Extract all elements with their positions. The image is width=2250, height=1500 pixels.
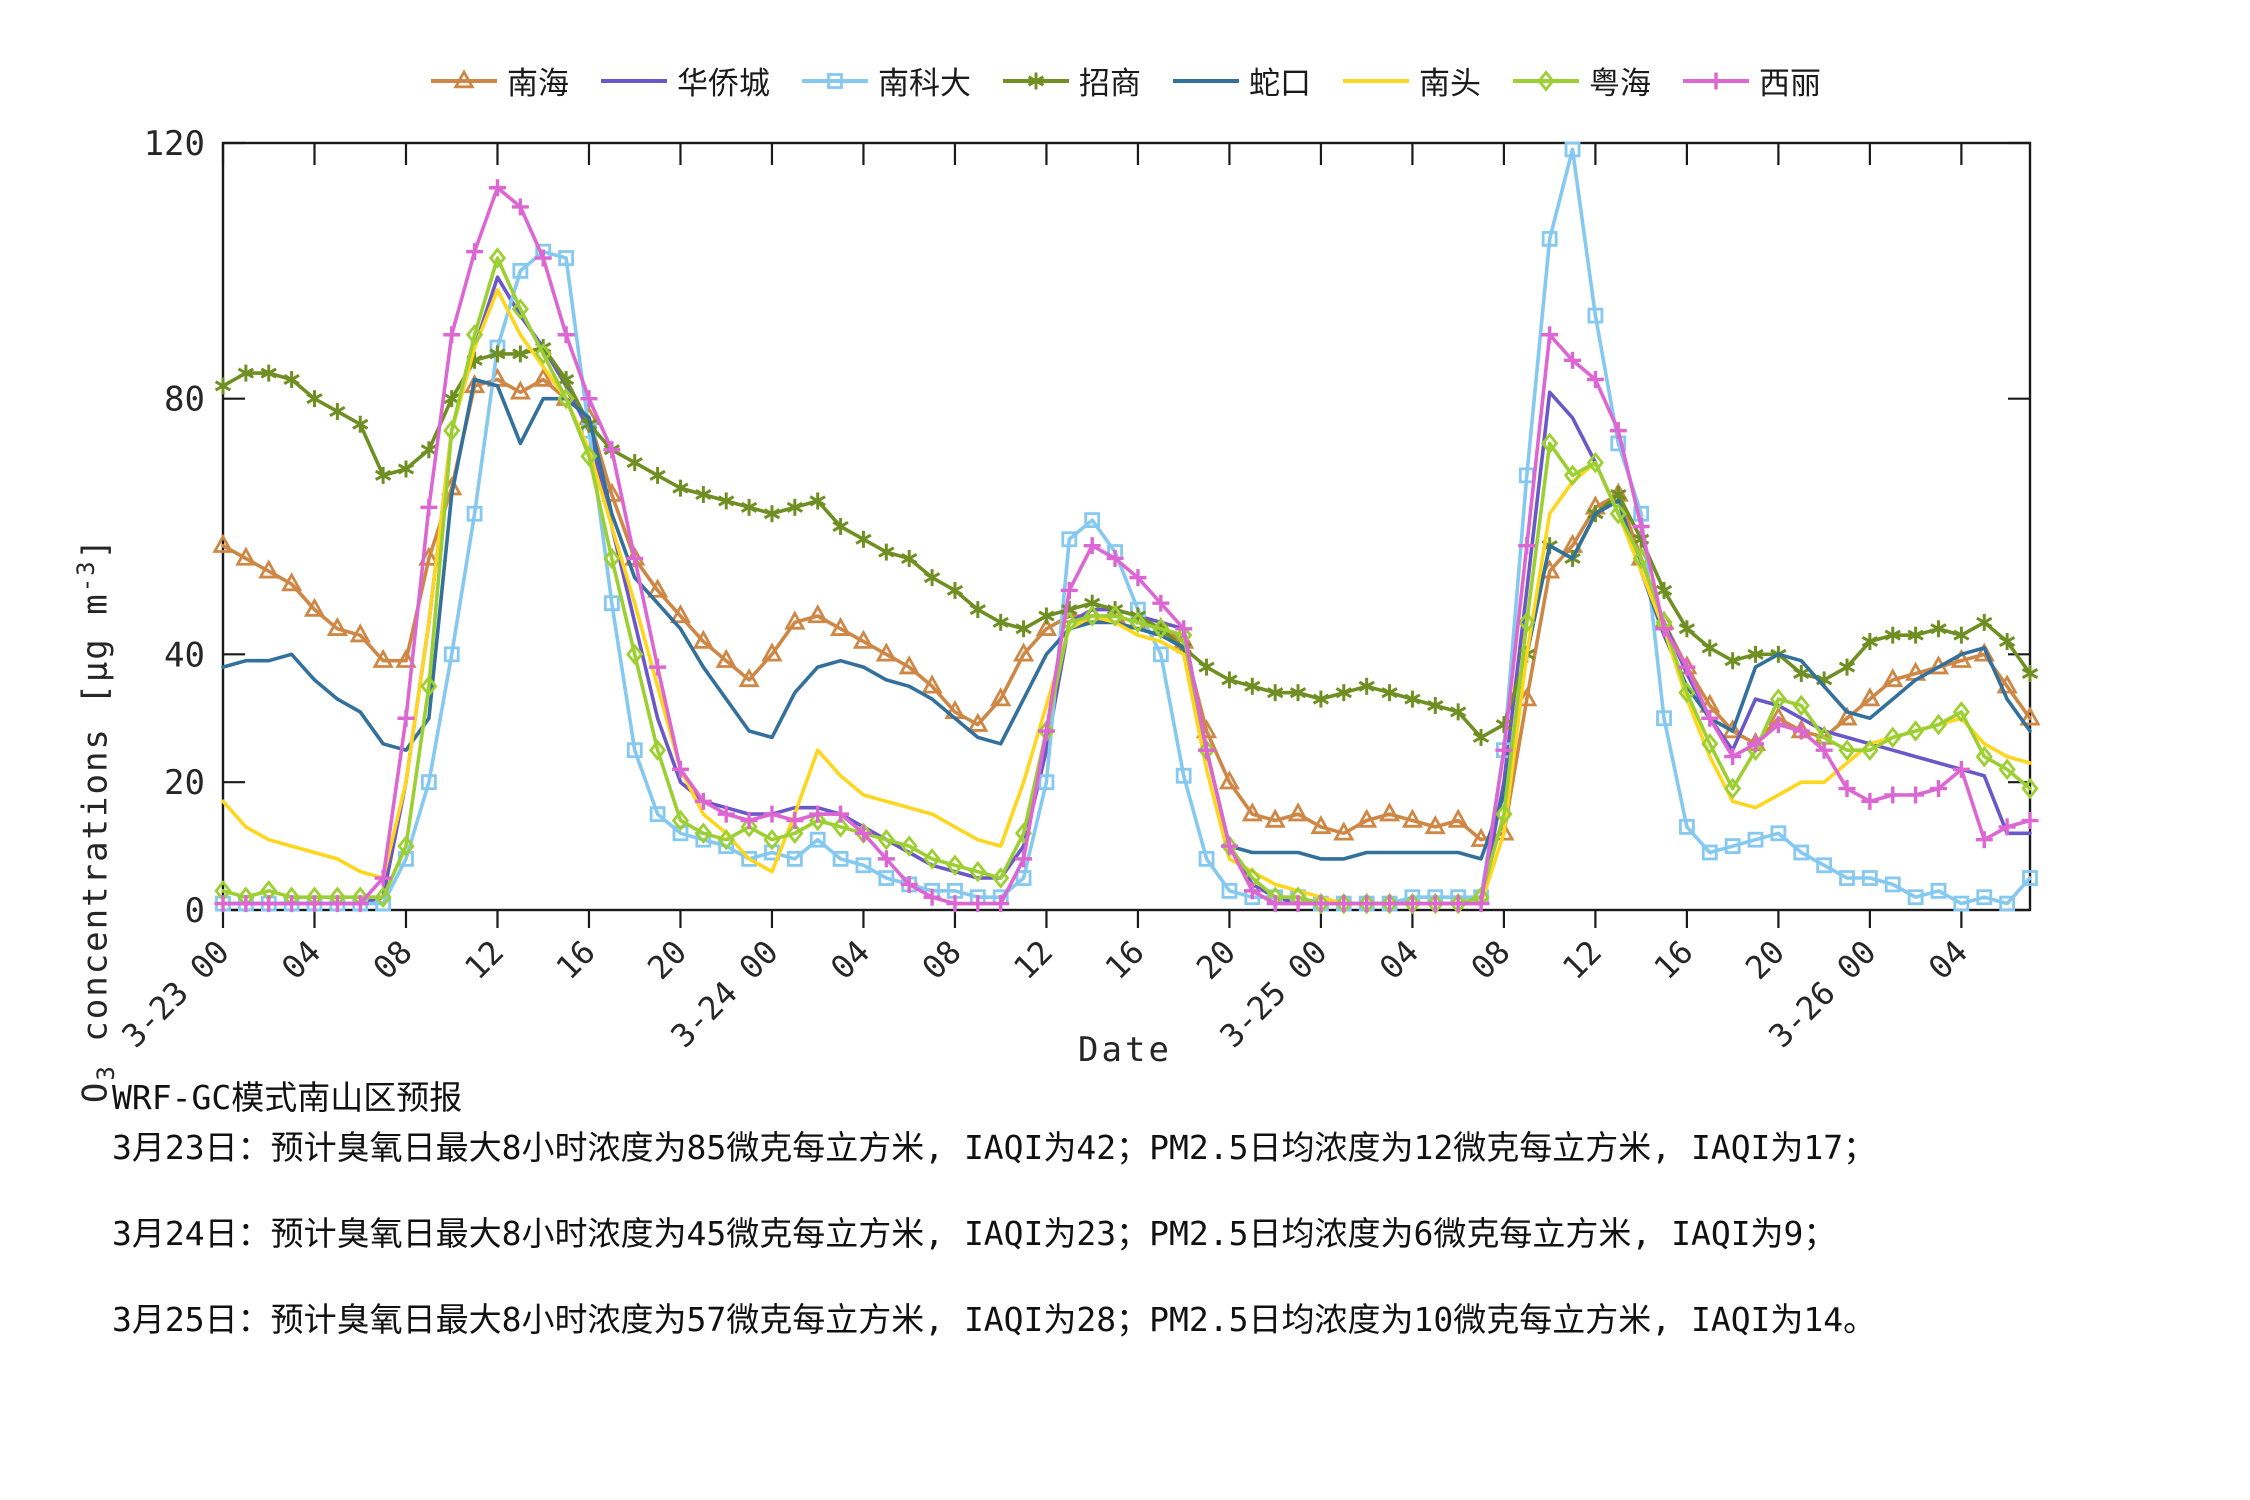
x-tick-label: 12 xyxy=(1006,933,1060,987)
series-西丽 xyxy=(214,179,2039,913)
series-line xyxy=(221,377,2032,842)
x-tick-label: 08 xyxy=(1463,933,1517,987)
series-line xyxy=(221,345,2032,740)
x-tick-label: 16 xyxy=(1097,933,1151,987)
x-tick-label: 04 xyxy=(274,933,328,987)
y-tick-label: 80 xyxy=(164,380,205,420)
x-axis: 3-23 00 04 08 12 16 203-24 00 04 08 12 16 203-25 0… xyxy=(114,143,1975,1055)
x-tick-label: 16 xyxy=(549,933,603,987)
series-南海 xyxy=(212,367,2041,847)
x-axis-label: Date xyxy=(1078,1030,1172,1070)
y-tick-label: 0 xyxy=(185,891,205,931)
y-axis-label: O3 concentrations [μg m-3] xyxy=(72,536,121,1104)
y-axis: 0 20 40 80 120 xyxy=(144,124,2030,931)
series-line xyxy=(221,147,2032,906)
x-tick-label: 12 xyxy=(457,933,511,987)
forecast-line-day1: 3月23日：预计臭氧日最大8小时浓度为85微克每立方米, IAQI为42；PM2… xyxy=(112,1128,1877,1167)
forecast-title: WRF-GC模式南山区预报 xyxy=(112,1078,463,1117)
forecast-text-block: WRF-GC模式南山区预报 3月23日：预计臭氧日最大8小时浓度为85微克每立方… xyxy=(112,1078,1876,1386)
series-line xyxy=(221,185,2032,906)
y-tick-label: 120 xyxy=(144,124,205,164)
x-tick-label: 20 xyxy=(640,933,694,987)
x-tick-label: 04 xyxy=(1921,933,1975,987)
forecast-line-day2: 3月24日：预计臭氧日最大8小时浓度为45微克每立方米, IAQI为23；PM2… xyxy=(112,1214,1837,1253)
plot-frame xyxy=(221,141,2032,912)
x-tick-label: 04 xyxy=(1372,933,1426,987)
x-tick-label: 12 xyxy=(1555,933,1609,987)
series-蛇口 xyxy=(221,377,2032,861)
x-tick-label: 20 xyxy=(1738,933,1792,987)
x-tick-label: 20 xyxy=(1189,933,1243,987)
y-tick-label: 40 xyxy=(164,635,205,675)
x-tick-label: 08 xyxy=(914,933,968,987)
x-tick-label: 16 xyxy=(1646,933,1700,987)
series-line xyxy=(221,377,2032,861)
series-line xyxy=(221,256,2032,906)
x-tick-label: 08 xyxy=(366,933,420,987)
x-tick-label: 04 xyxy=(823,933,877,987)
y-tick-label: 20 xyxy=(164,763,205,803)
forecast-line-day3: 3月25日：预计臭氧日最大8小时浓度为57微克每立方米, IAQI为28；PM2… xyxy=(112,1300,1877,1339)
